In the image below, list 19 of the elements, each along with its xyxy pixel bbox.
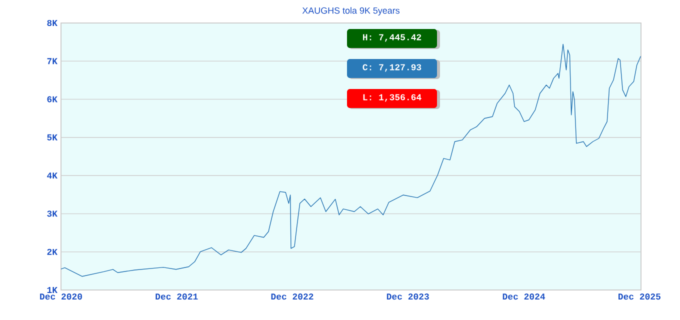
y-tick-label: 2K <box>47 248 58 255</box>
annotation: C: 7,127.93 <box>362 64 422 72</box>
y-tick-label: 1K <box>47 287 58 293</box>
y-tick-label: 7K <box>47 58 58 64</box>
y-tick-label: 6K <box>47 96 58 102</box>
x-tick-label: Dec 2025 <box>618 294 660 300</box>
line-series <box>60 44 642 277</box>
x-tick-label: Dec 2020 <box>40 294 82 300</box>
x-tick-label: Dec 2022 <box>271 294 314 300</box>
chart-title: XAUGHS tola 9K 5years <box>302 7 400 16</box>
annotation: H: 7,445.42 <box>363 34 422 42</box>
annotation: L: 1,356.64 <box>363 94 422 102</box>
y-tick-label: 3K <box>47 210 58 217</box>
x-tick-label: Dec 2021 <box>156 294 198 300</box>
y-tick-label: 8K <box>47 20 58 26</box>
y-tick-label: 4K <box>47 172 58 179</box>
y-tick-label: 5K <box>47 134 58 140</box>
x-tick-label: Dec 2024 <box>502 294 546 300</box>
x-tick-label: Dec 2023 <box>386 294 429 300</box>
